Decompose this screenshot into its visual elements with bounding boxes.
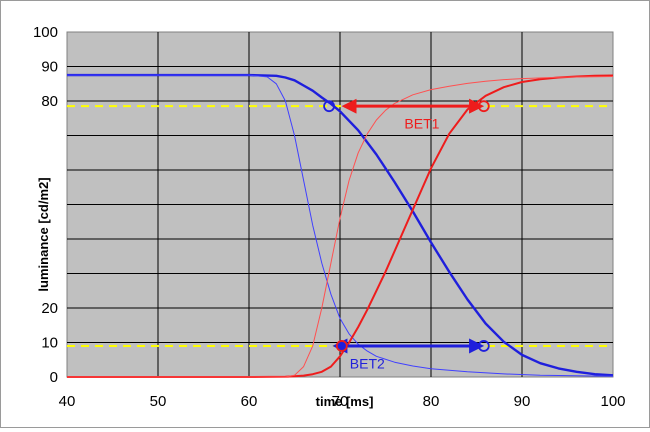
y-tick-label: 0 bbox=[50, 369, 58, 386]
arrows-layer bbox=[332, 98, 485, 354]
series-line-3 bbox=[67, 74, 614, 378]
markers-layer bbox=[323, 100, 490, 352]
x-axis-label: time [ms] bbox=[316, 394, 374, 409]
y-axis-label: luminance [cd/m2] bbox=[36, 177, 51, 291]
annotations-layer: BET1 BET2 bbox=[350, 116, 440, 372]
x-tick-label: 80 bbox=[423, 393, 440, 410]
series-line-2 bbox=[67, 74, 614, 377]
series-line-4 bbox=[67, 76, 614, 378]
crossing-marker bbox=[477, 340, 490, 352]
x-tick-label: 100 bbox=[600, 393, 625, 410]
crossing-marker bbox=[323, 100, 335, 113]
crossing-marker bbox=[335, 340, 348, 352]
tick-labels: 40 50 60 70 80 90 100 0 10 20 80 90 100 bbox=[33, 24, 626, 410]
y-tick-label: 80 bbox=[41, 93, 58, 110]
y-tick-label: 20 bbox=[41, 300, 58, 317]
y-tick-label: 10 bbox=[41, 335, 58, 352]
y-tick-label: 100 bbox=[33, 24, 58, 41]
annotation-label: BET2 bbox=[350, 355, 385, 371]
x-tick-label: 40 bbox=[59, 393, 76, 410]
x-tick-label: 60 bbox=[241, 393, 258, 410]
series-layer bbox=[67, 73, 614, 378]
series-line-1 bbox=[67, 73, 614, 377]
y-tick-label: 90 bbox=[41, 59, 58, 76]
x-tick-label: 90 bbox=[514, 393, 531, 410]
x-tick-label: 50 bbox=[150, 393, 167, 410]
x-tick-label: 70 bbox=[332, 393, 349, 410]
crossing-marker bbox=[477, 100, 490, 113]
annotation-label: BET1 bbox=[404, 116, 439, 132]
gridlines bbox=[67, 32, 613, 377]
